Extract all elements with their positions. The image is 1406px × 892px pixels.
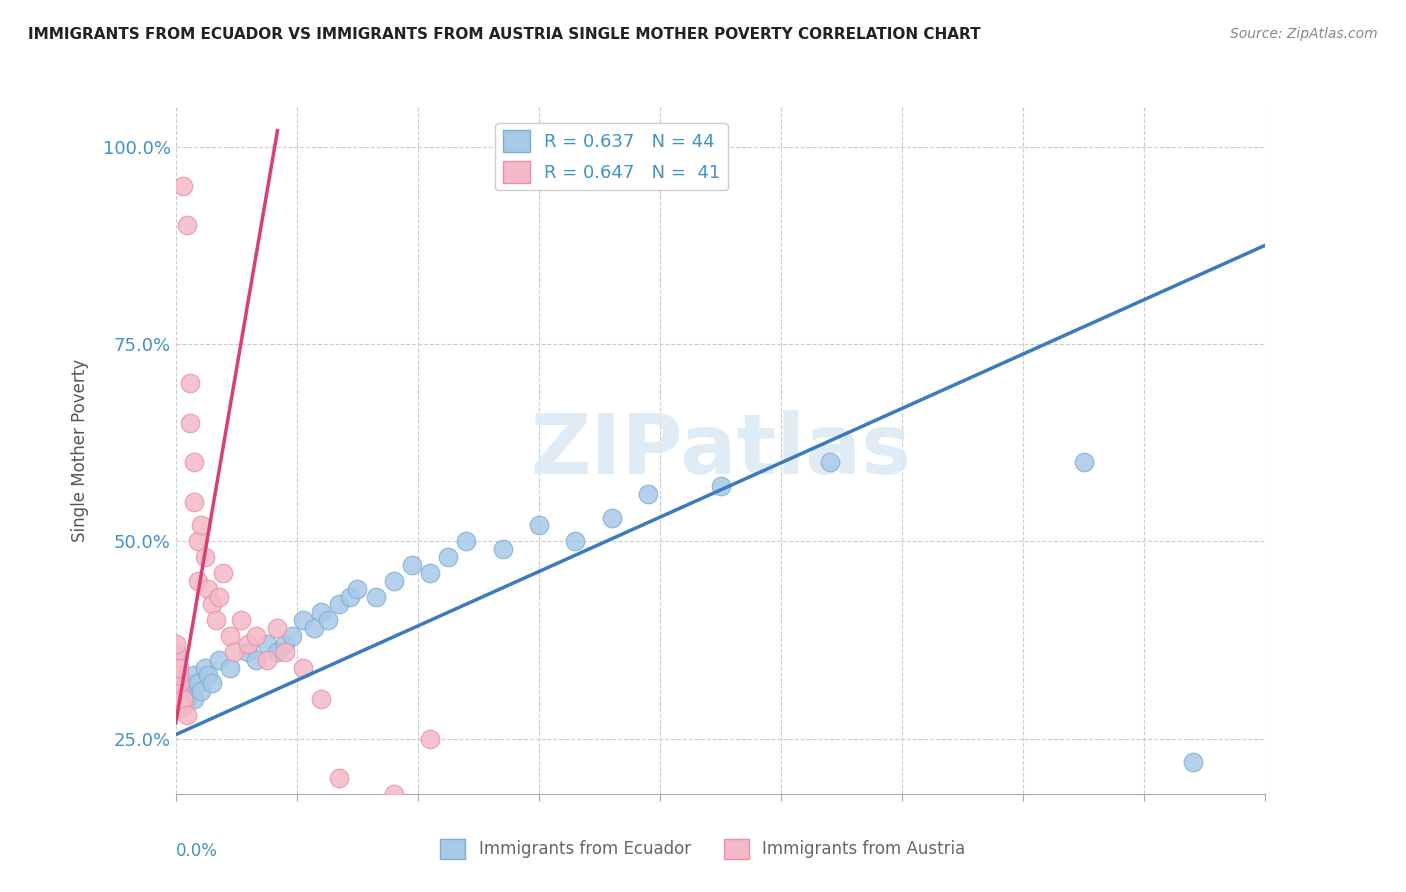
Point bbox=[637, 487, 659, 501]
Point bbox=[266, 645, 288, 659]
Point bbox=[172, 179, 194, 194]
Point bbox=[245, 653, 267, 667]
Point bbox=[419, 566, 441, 580]
Point bbox=[364, 590, 387, 604]
Point bbox=[208, 590, 231, 604]
Legend: Immigrants from Ecuador, Immigrants from Austria: Immigrants from Ecuador, Immigrants from… bbox=[433, 832, 973, 866]
Text: Source: ZipAtlas.com: Source: ZipAtlas.com bbox=[1230, 27, 1378, 41]
Point bbox=[186, 534, 209, 549]
Point bbox=[245, 629, 267, 643]
Point bbox=[169, 700, 191, 714]
Point bbox=[274, 637, 297, 651]
Point bbox=[165, 645, 187, 659]
Point bbox=[281, 629, 304, 643]
Point bbox=[201, 676, 224, 690]
Point bbox=[194, 660, 217, 674]
Text: 0.0%: 0.0% bbox=[176, 842, 218, 860]
Point bbox=[179, 684, 201, 698]
Point bbox=[302, 621, 325, 635]
Point bbox=[190, 684, 212, 698]
Point bbox=[179, 376, 201, 391]
Point bbox=[204, 613, 226, 627]
Point bbox=[165, 637, 187, 651]
Point bbox=[208, 653, 231, 667]
Point bbox=[401, 558, 423, 572]
Point bbox=[231, 613, 253, 627]
Point bbox=[256, 637, 278, 651]
Point bbox=[183, 455, 205, 469]
Point bbox=[382, 787, 405, 801]
Point bbox=[172, 692, 194, 706]
Point bbox=[339, 590, 361, 604]
Point bbox=[179, 416, 201, 430]
Point bbox=[169, 692, 191, 706]
Point bbox=[437, 549, 460, 564]
Point bbox=[318, 613, 340, 627]
Point bbox=[600, 510, 623, 524]
Point bbox=[169, 660, 191, 674]
Point bbox=[212, 566, 235, 580]
Point bbox=[169, 684, 191, 698]
Point bbox=[194, 549, 217, 564]
Point bbox=[219, 629, 242, 643]
Point bbox=[309, 605, 332, 619]
Point bbox=[1073, 455, 1095, 469]
Point bbox=[201, 598, 224, 612]
Point bbox=[710, 479, 733, 493]
Point bbox=[197, 668, 219, 682]
Point bbox=[169, 668, 191, 682]
Point bbox=[176, 219, 198, 233]
Point bbox=[328, 771, 350, 785]
Point bbox=[382, 574, 405, 588]
Point bbox=[169, 676, 191, 690]
Point bbox=[274, 645, 297, 659]
Point bbox=[183, 692, 205, 706]
Point bbox=[291, 613, 314, 627]
Point bbox=[190, 518, 212, 533]
Point bbox=[564, 534, 586, 549]
Point bbox=[238, 645, 260, 659]
Point bbox=[183, 495, 205, 509]
Point bbox=[186, 574, 209, 588]
Point bbox=[346, 582, 368, 596]
Point bbox=[492, 542, 515, 557]
Point bbox=[165, 653, 187, 667]
Point bbox=[291, 660, 314, 674]
Point bbox=[527, 518, 550, 533]
Text: ZIPatlas: ZIPatlas bbox=[530, 410, 911, 491]
Point bbox=[419, 731, 441, 746]
Point bbox=[197, 582, 219, 596]
Point bbox=[328, 598, 350, 612]
Point bbox=[266, 621, 288, 635]
Point bbox=[346, 811, 368, 825]
Point bbox=[256, 653, 278, 667]
Point bbox=[176, 692, 198, 706]
Legend: R = 0.637   N = 44, R = 0.647   N =  41: R = 0.637 N = 44, R = 0.647 N = 41 bbox=[495, 123, 728, 191]
Y-axis label: Single Mother Poverty: Single Mother Poverty bbox=[70, 359, 89, 542]
Point bbox=[176, 676, 198, 690]
Point bbox=[169, 676, 191, 690]
Point bbox=[1181, 756, 1204, 770]
Point bbox=[818, 455, 841, 469]
Text: IMMIGRANTS FROM ECUADOR VS IMMIGRANTS FROM AUSTRIA SINGLE MOTHER POVERTY CORRELA: IMMIGRANTS FROM ECUADOR VS IMMIGRANTS FR… bbox=[28, 27, 981, 42]
Point bbox=[456, 834, 478, 848]
Point bbox=[456, 534, 478, 549]
Point bbox=[309, 692, 332, 706]
Point bbox=[176, 707, 198, 722]
Point bbox=[172, 700, 194, 714]
Point bbox=[172, 684, 194, 698]
Point bbox=[222, 645, 245, 659]
Point bbox=[172, 692, 194, 706]
Point bbox=[219, 660, 242, 674]
Point bbox=[186, 676, 209, 690]
Point bbox=[183, 668, 205, 682]
Point bbox=[238, 637, 260, 651]
